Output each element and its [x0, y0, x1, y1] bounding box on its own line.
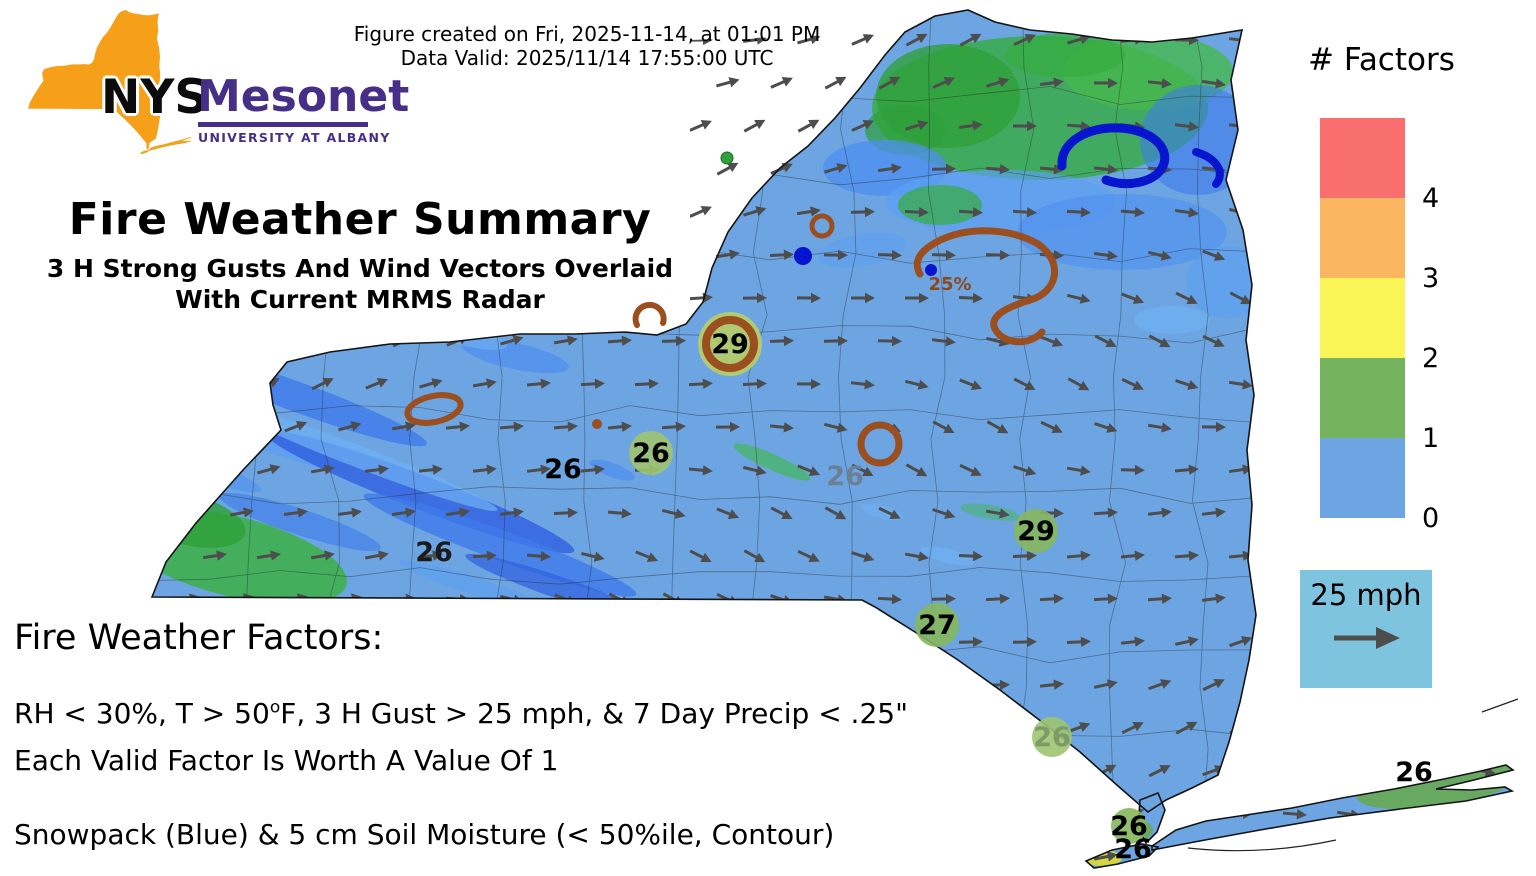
svg-text:26: 26 — [1033, 722, 1071, 753]
legend-tick-label: 4 — [1422, 183, 1440, 214]
legend-tick-label: 3 — [1422, 263, 1440, 294]
factor-value-line: Each Valid Factor Is Worth A Value Of 1 — [14, 744, 559, 777]
title-block: Fire Weather Summary 3 H Strong Gusts An… — [10, 194, 710, 314]
barrier-island-line — [1187, 839, 1337, 852]
coastline-fragment — [1481, 698, 1519, 713]
subtitle-line1: 3 H Strong Gusts And Wind Vectors Overla… — [46, 254, 674, 283]
logo-nys-text: NYS — [101, 70, 209, 125]
legend-title: # Factors — [1308, 42, 1455, 78]
data-valid-text: Data Valid: 2025/11/14 17:55:00 UTC — [400, 46, 774, 70]
soil-moisture-contours — [404, 213, 1058, 467]
svg-text:26: 26 — [415, 537, 453, 568]
criteria-pre: RH < 30%, T > 50 — [14, 697, 270, 730]
soil-moisture-ring — [702, 316, 758, 372]
legend-color-box-2 — [1320, 278, 1405, 358]
radar-dot — [720, 151, 734, 165]
criteria-post: F, 3 H Gust > 25 mph, & 7 Day Precip < .… — [280, 697, 908, 730]
svg-text:26: 26 — [1114, 834, 1152, 865]
svg-text:26: 26 — [544, 454, 582, 485]
legend-color-box-1 — [1320, 358, 1405, 438]
svg-text:27: 27 — [918, 610, 956, 641]
logo-mesonet-text: Mesonet — [197, 71, 410, 122]
subtitle-line2: With Current MRMS Radar — [175, 285, 545, 314]
figure-header: Figure created on Fri, 2025-11-14, at 01… — [317, 22, 857, 70]
factors-heading: Fire Weather Factors: — [14, 618, 384, 658]
factors-colorbar: 4 3 2 1 0 — [1320, 118, 1439, 534]
snowpack-contours — [794, 123, 1224, 276]
wind-speed-legend: 25 mph — [1300, 570, 1432, 688]
legend-tick-label: 2 — [1422, 343, 1440, 374]
legend-color-box-0 — [1320, 438, 1405, 518]
wind-speed-label: 25 mph — [1310, 578, 1422, 612]
legend-color-box-3 — [1320, 198, 1405, 278]
page-title: Fire Weather Summary — [68, 194, 652, 245]
legend-color-box-4 — [1320, 118, 1405, 198]
criteria-degree: o — [269, 697, 281, 718]
wind-legend-arrow-icon — [1334, 627, 1400, 649]
svg-text:26: 26 — [1395, 757, 1433, 788]
svg-text:26: 26 — [632, 438, 670, 469]
legend-tick-label: 0 — [1422, 503, 1440, 534]
logo-university-text: UNIVERSITY AT ALBANY — [198, 130, 391, 145]
figure-created-text: Figure created on Fri, 2025-11-14, at 01… — [353, 22, 821, 46]
svg-text:29: 29 — [1017, 516, 1055, 547]
svg-text:26: 26 — [1110, 811, 1148, 842]
svg-text:25%: 25% — [928, 274, 971, 295]
svg-text:29: 29 — [711, 329, 749, 360]
svg-text:26: 26 — [826, 461, 864, 492]
factors-criteria-line: RH < 30%, T > 50oF, 3 H Gust > 25 mph, &… — [14, 697, 908, 730]
snowpack-note-line: Snowpack (Blue) & 5 cm Soil Moisture (< … — [14, 818, 835, 851]
legend-tick-label: 1 — [1422, 423, 1440, 454]
logo-underline — [198, 122, 368, 127]
